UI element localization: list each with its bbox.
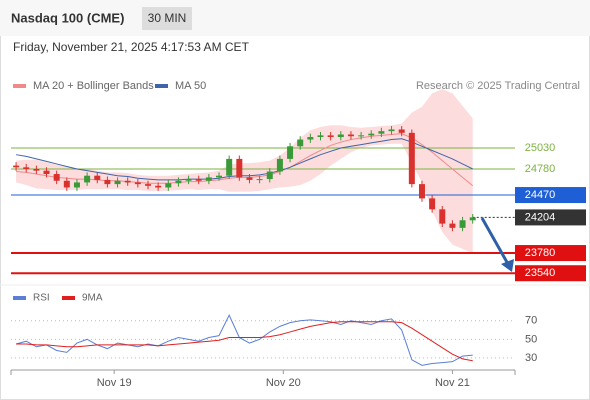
rsi-line <box>15 314 473 366</box>
candle-body <box>216 175 223 178</box>
candle-body <box>236 158 243 178</box>
candle-body <box>246 177 253 180</box>
candle-body <box>23 167 30 169</box>
candle-body <box>185 179 192 181</box>
candle-body <box>124 180 131 183</box>
candle-body <box>469 217 476 221</box>
candle-body <box>378 131 385 134</box>
candle-body <box>155 185 162 188</box>
candle-body <box>195 179 202 181</box>
candle-body <box>13 165 20 168</box>
legend-swatch <box>13 84 26 88</box>
candle-body <box>63 180 70 188</box>
y-tick-label: 30 <box>525 352 537 364</box>
moving-average <box>16 133 474 187</box>
candle-body <box>256 179 263 181</box>
credit: Research © 2025 Trading Central <box>416 80 580 92</box>
level-label: 23540 <box>525 267 556 279</box>
candle-body <box>327 135 334 138</box>
candle-body <box>84 175 91 183</box>
timestamp: Friday, November 21, 2025 4:17:53 AM CET <box>13 40 250 54</box>
candle-body <box>104 179 111 185</box>
legend-label: RSI <box>33 293 50 304</box>
candle-body <box>418 184 425 199</box>
x-tick-label: Nov 19 <box>97 377 132 389</box>
candle-body <box>439 209 446 224</box>
candle-body <box>73 182 80 188</box>
header-bar <box>0 0 590 36</box>
candle-body <box>429 198 436 210</box>
candle-body <box>144 184 151 186</box>
candle-body <box>53 174 60 181</box>
level-label: 23780 <box>525 247 556 259</box>
legend-label: 9MA <box>82 293 103 304</box>
candle-body <box>94 175 101 180</box>
candle-body <box>307 137 314 140</box>
level-label: 25030 <box>525 142 556 154</box>
candle-body <box>368 133 375 136</box>
candle-body <box>276 158 283 172</box>
candle-body <box>297 139 304 147</box>
candle-body <box>408 132 415 185</box>
level-label: 24470 <box>525 189 556 201</box>
x-tick-label: Nov 21 <box>435 377 470 389</box>
legend-swatch <box>13 296 26 300</box>
candle-body <box>317 135 324 138</box>
interval-box <box>142 7 192 30</box>
candle-body <box>347 134 354 137</box>
candle-body <box>226 158 233 176</box>
y-tick-label: 50 <box>525 333 537 345</box>
legend-swatch <box>62 296 75 300</box>
y-tick-label: 70 <box>525 315 537 327</box>
candle-body <box>388 129 395 132</box>
rsi-panel: RSI 9MA 70 50 30 Nov 19 Nov 20 Nov 21 <box>10 293 537 389</box>
forecast-arrowhead <box>501 259 514 272</box>
title: Nasdaq 100 (CME) <box>11 10 124 25</box>
candle-body <box>459 220 466 228</box>
candle-body <box>114 180 121 185</box>
legend-swatch <box>155 84 168 88</box>
candle-body <box>398 129 405 133</box>
candle-body <box>33 168 40 171</box>
candle-body <box>43 170 50 175</box>
candle-body <box>165 183 172 188</box>
candle-body <box>449 223 456 228</box>
candle-body <box>287 146 294 159</box>
bollinger-band <box>16 89 473 254</box>
rsi-line <box>16 321 473 362</box>
legend-label: MA 50 <box>175 80 206 92</box>
level-label-box <box>515 187 586 204</box>
level-label-box <box>515 245 586 262</box>
candle-body <box>134 182 141 185</box>
level-label-box <box>515 265 586 282</box>
moving-average <box>15 138 473 181</box>
legend-label: MA 20 + Bollinger Bands <box>33 80 154 92</box>
candle-body <box>205 177 212 181</box>
forecast-arrow <box>480 217 510 265</box>
price-panel: MA 20 + Bollinger Bands MA 50 25030 24780 24… <box>11 80 586 282</box>
level-label-box <box>515 209 586 226</box>
candle-body <box>266 171 273 180</box>
level-label: 24204 <box>525 211 556 223</box>
candle-body <box>337 134 344 138</box>
candle-body <box>358 135 365 137</box>
x-tick-label: Nov 20 <box>266 377 301 389</box>
candle-body <box>175 180 182 184</box>
level-label: 24780 <box>525 163 556 175</box>
interval: 30 MIN <box>148 11 187 25</box>
